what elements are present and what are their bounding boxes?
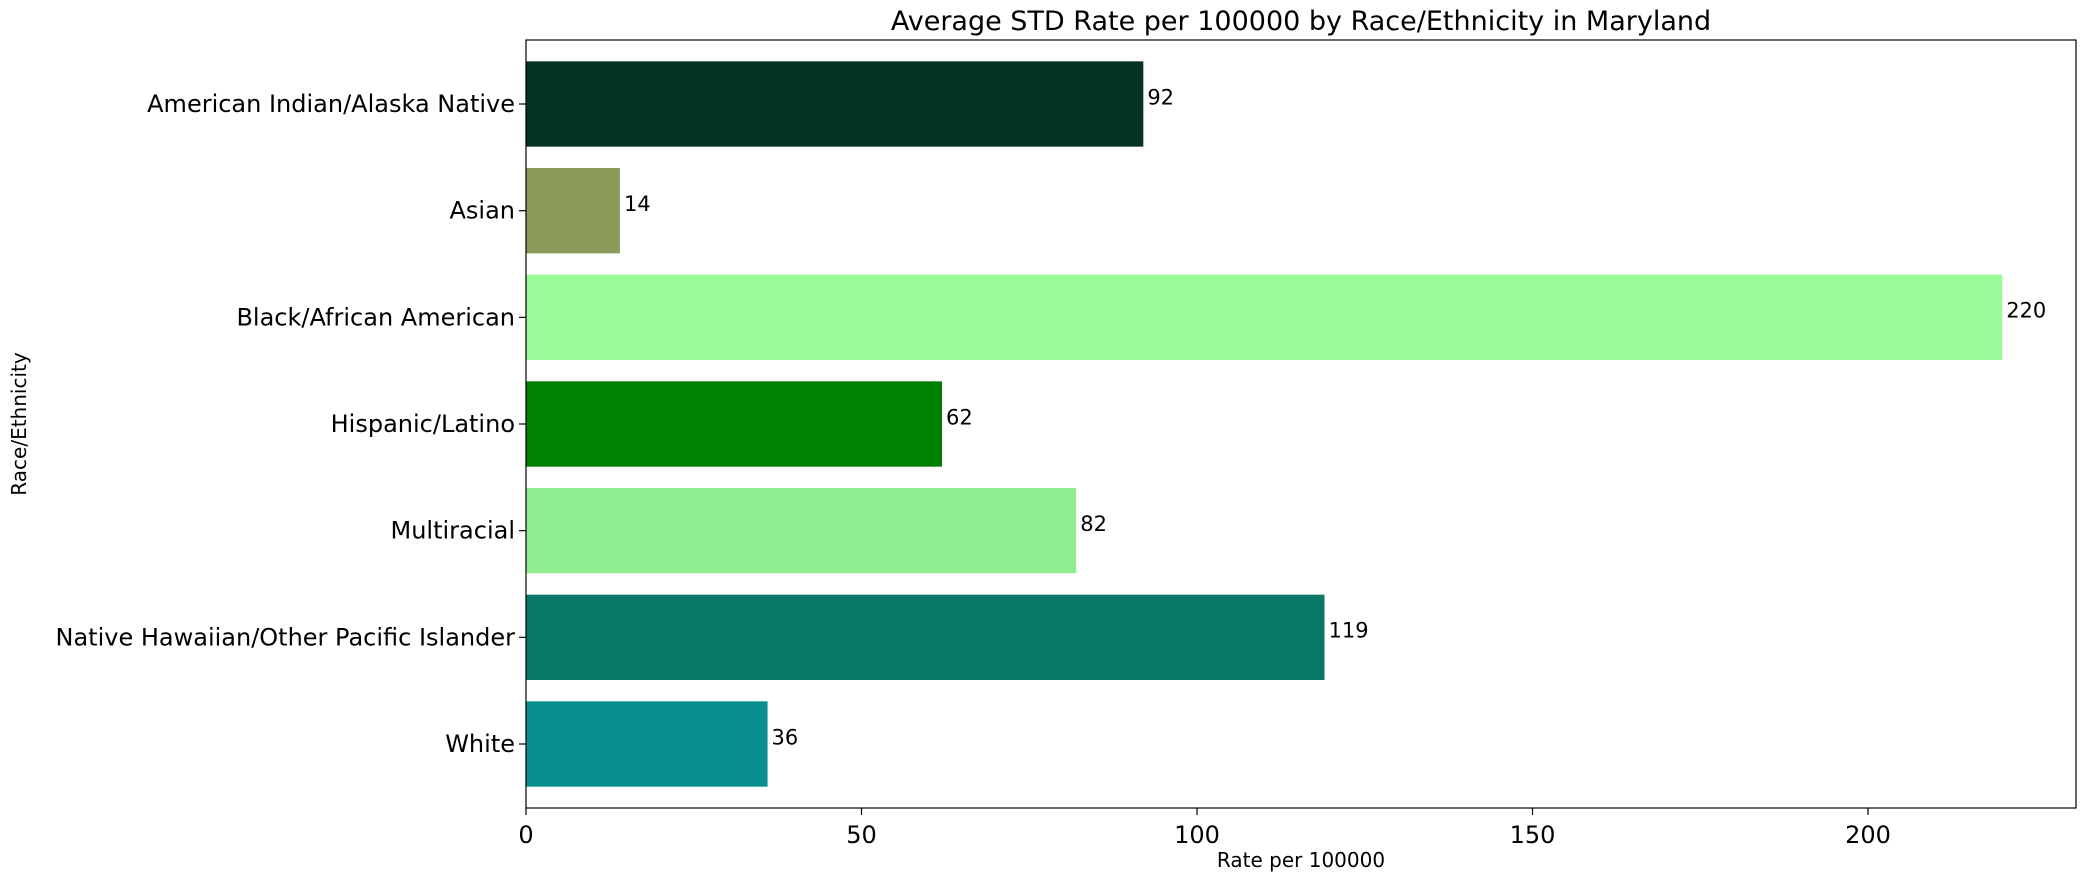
bar-white bbox=[526, 701, 768, 787]
bar-multiracial bbox=[526, 488, 1077, 574]
x-tick-label: 150 bbox=[1510, 821, 1556, 849]
value-label: 36 bbox=[772, 725, 799, 749]
value-labels: 92 14 220 62 82 119 36 bbox=[624, 85, 2046, 749]
bar-black-african-american bbox=[526, 274, 2003, 360]
category-label: American Indian/Alaska Native bbox=[147, 90, 515, 118]
bar-hispanic-latino bbox=[526, 381, 943, 467]
y-axis-title: Race/Ethnicity bbox=[7, 352, 31, 496]
plot-frame bbox=[525, 39, 2077, 809]
x-tick-label: 50 bbox=[846, 821, 877, 849]
value-label: 62 bbox=[946, 405, 973, 429]
category-label: Hispanic/Latino bbox=[331, 410, 515, 438]
x-axis-title: Rate per 100000 bbox=[1217, 848, 1385, 872]
bar-asian bbox=[526, 168, 620, 254]
category-label: White bbox=[445, 730, 515, 758]
category-label: Black/African American bbox=[236, 303, 515, 331]
value-label: 14 bbox=[624, 192, 651, 216]
category-label: Asian bbox=[449, 197, 515, 225]
category-label: Multiracial bbox=[391, 517, 515, 545]
bars-group bbox=[526, 61, 2003, 787]
x-tick-label: 0 bbox=[518, 821, 533, 849]
bar-native-hawaiian-other-pacific-islander bbox=[526, 594, 1325, 680]
value-label: 82 bbox=[1080, 512, 1107, 536]
value-label: 119 bbox=[1328, 619, 1368, 643]
x-axis-ticks: 0 50 100 150 200 bbox=[518, 808, 1891, 849]
x-tick-label: 200 bbox=[1845, 821, 1891, 849]
value-label: 220 bbox=[2006, 299, 2046, 323]
category-labels: American Indian/Alaska Native Asian Black/… bbox=[56, 90, 526, 758]
category-label: Native Hawaiian/Other Pacific Islander bbox=[56, 623, 516, 651]
x-tick-label: 100 bbox=[1174, 821, 1220, 849]
chart-title: Average STD Rate per 100000 by Race/Ethn… bbox=[891, 6, 1711, 37]
value-label: 92 bbox=[1147, 85, 1174, 109]
bar-american-indian-alaska-native bbox=[526, 61, 1144, 147]
